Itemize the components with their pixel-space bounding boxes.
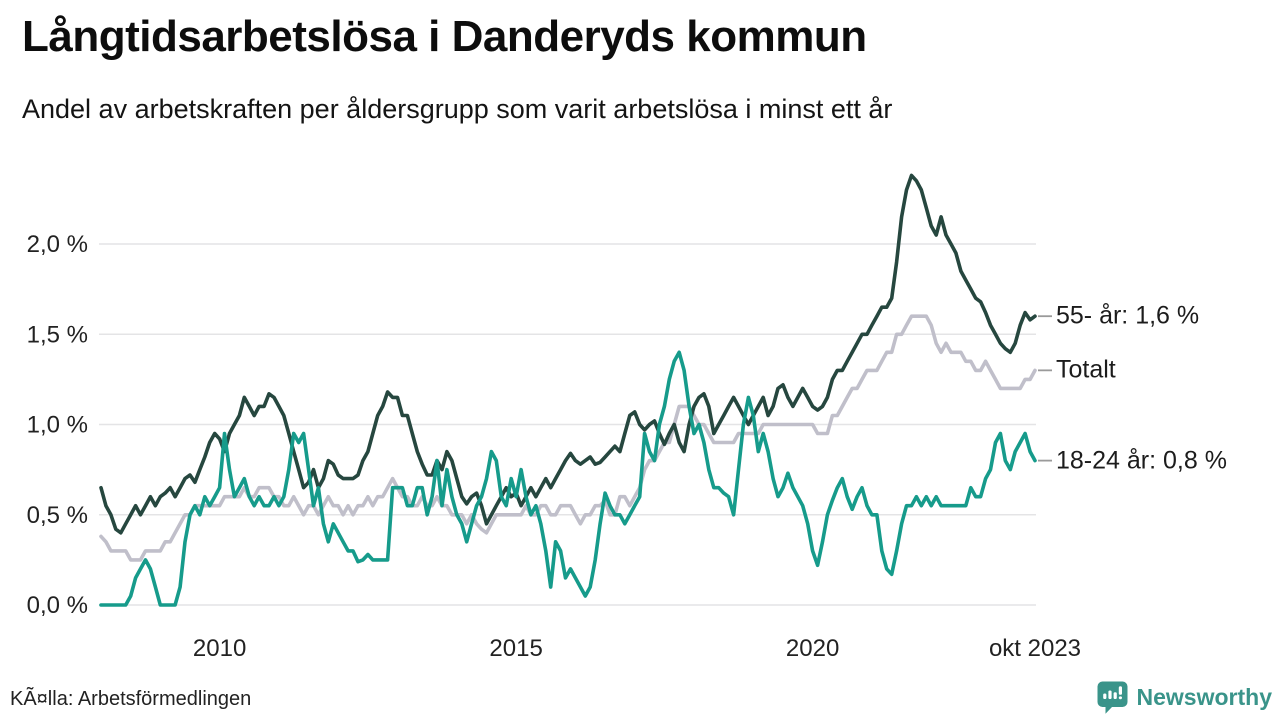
- y-axis-tick-label: 0,0 %: [27, 592, 88, 619]
- series-line-totalt: [99, 314, 1037, 562]
- x-axis-tick-label: 2015: [489, 635, 542, 662]
- series-line-18-24-ar: [99, 350, 1037, 607]
- newsworthy-logo: Newsworthy: [1096, 680, 1272, 715]
- annotation-label-totalt: Totalt: [1056, 355, 1116, 384]
- chart-subtitle: Andel av arbetskraften per åldersgrupp s…: [22, 94, 893, 124]
- newsworthy-wordmark: Newsworthy: [1136, 684, 1272, 710]
- x-axis-tick-label: 2020: [786, 635, 839, 662]
- annotation-label-18-24-ar: 18-24 år: 0,8 %: [1056, 446, 1227, 475]
- source-note: KÃ¤lla: Arbetsförmedlingen: [10, 688, 252, 710]
- series-line-55-ar: [99, 173, 1037, 535]
- x-axis-tick-label: 2010: [193, 635, 246, 662]
- newsworthy-chart-bubble-icon: [1097, 681, 1128, 714]
- y-axis-tick-label: 1,0 %: [27, 412, 88, 439]
- annotation-label-55-ar: 55- år: 1,6 %: [1056, 301, 1200, 330]
- y-axis-tick-label: 1,5 %: [27, 321, 88, 348]
- chart-title: Långtidsarbetslösa i Danderyds kommun: [22, 12, 867, 61]
- y-axis-tick-label: 0,5 %: [27, 502, 88, 529]
- y-axis-tick-label: 2,0 %: [27, 231, 88, 258]
- x-axis-tick-label: okt 2023: [989, 635, 1081, 662]
